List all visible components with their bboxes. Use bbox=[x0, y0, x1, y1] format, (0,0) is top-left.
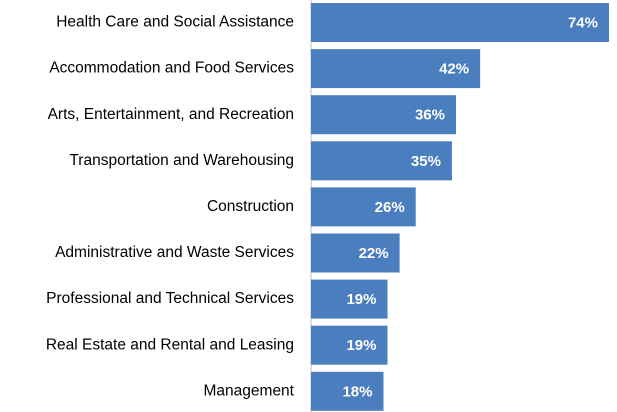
value-label: 74% bbox=[568, 14, 598, 31]
category-label: Construction bbox=[207, 198, 294, 215]
value-label: 36% bbox=[415, 107, 445, 124]
category-label: Real Estate and Rental and Leasing bbox=[46, 336, 294, 353]
value-label: 19% bbox=[346, 291, 376, 308]
bar bbox=[311, 233, 400, 273]
value-label: 42% bbox=[439, 61, 469, 78]
bar bbox=[311, 325, 388, 365]
bar bbox=[311, 279, 388, 319]
category-label: Health Care and Social Assistance bbox=[56, 14, 294, 31]
value-label: 19% bbox=[346, 337, 376, 354]
category-label: Arts, Entertainment, and Recreation bbox=[48, 106, 294, 123]
value-label: 26% bbox=[375, 199, 405, 216]
value-label: 18% bbox=[342, 383, 372, 400]
category-label: Accommodation and Food Services bbox=[49, 60, 294, 77]
category-label: Professional and Technical Services bbox=[46, 290, 294, 307]
category-label: Administrative and Waste Services bbox=[55, 244, 294, 261]
bar bbox=[311, 3, 609, 42]
value-label: 22% bbox=[359, 245, 389, 262]
bar bbox=[311, 141, 452, 181]
bar bbox=[311, 371, 384, 411]
category-label: Transportation and Warehousing bbox=[69, 152, 294, 169]
bar bbox=[311, 95, 456, 135]
bar bbox=[311, 49, 481, 89]
bar bbox=[311, 187, 416, 227]
category-label: Management bbox=[204, 382, 295, 399]
value-label: 35% bbox=[411, 153, 441, 170]
